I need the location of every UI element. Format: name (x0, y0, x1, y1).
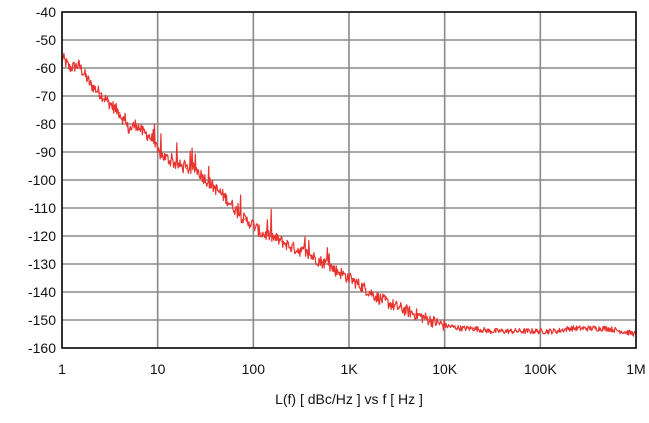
data-point (326, 263, 329, 265)
data-point (365, 288, 367, 291)
y-tick-label: -160 (28, 340, 56, 356)
data-point (194, 168, 197, 170)
x-tick-label: 10 (150, 361, 166, 377)
data-point (128, 128, 130, 131)
data-point (556, 330, 558, 333)
series-layer (61, 52, 637, 337)
data-point (348, 277, 350, 279)
data-point (135, 123, 138, 125)
x-tick-labels: 1 10 100 1K 10K 100K 1M (58, 361, 646, 377)
data-point (243, 218, 245, 220)
data-point (376, 296, 379, 299)
y-tick-label: -50 (36, 32, 56, 48)
x-tick-label: 10K (432, 361, 458, 377)
x-tick-label: 1M (626, 361, 645, 377)
data-point (281, 240, 283, 243)
data-point (173, 162, 176, 164)
data-point (290, 246, 293, 248)
x-tick-label: 100 (242, 361, 266, 377)
data-point (214, 187, 217, 190)
data-point (298, 249, 300, 251)
data-point (106, 100, 109, 103)
y-tick-label: -150 (28, 312, 56, 328)
data-point (68, 67, 71, 69)
y-tick-label: -120 (28, 228, 56, 244)
data-point (142, 131, 144, 134)
data-point (252, 224, 255, 226)
data-point (333, 268, 335, 271)
data-point (78, 64, 80, 66)
data-point (568, 327, 570, 330)
data-point (89, 84, 92, 86)
data-point (147, 134, 150, 136)
data-point (310, 254, 312, 257)
data-point (443, 324, 446, 327)
data-point (185, 168, 188, 170)
data-point (472, 327, 475, 330)
data-point (539, 330, 542, 333)
data-point (585, 327, 587, 330)
data-point (429, 319, 431, 321)
y-tick-label: -80 (36, 116, 56, 132)
y-tick-label: -60 (36, 60, 56, 76)
y-tick-label: -140 (28, 284, 56, 300)
data-point (164, 156, 167, 159)
x-tick-label: 100K (524, 361, 557, 377)
data-point (202, 176, 205, 178)
data-point (156, 151, 159, 153)
data-point (152, 140, 155, 142)
data-point (620, 330, 622, 333)
data-point (510, 330, 513, 333)
data-point (338, 271, 341, 274)
x-tick-label: 1K (340, 361, 358, 377)
y-tick-label: -90 (36, 144, 56, 160)
data-point (606, 327, 609, 330)
data-point (319, 260, 322, 263)
y-tick-label: -40 (36, 4, 56, 20)
data-point (99, 92, 101, 94)
data-point (393, 305, 396, 307)
data-point (489, 330, 492, 333)
y-tick-label: -70 (36, 88, 56, 104)
data-point (269, 235, 271, 237)
data-point (231, 204, 233, 206)
data-point (260, 232, 262, 234)
data-point (524, 330, 527, 333)
data-point (460, 327, 463, 330)
x-tick-label: 1 (58, 361, 66, 377)
data-point (415, 313, 417, 316)
y-tick-label: -130 (28, 256, 56, 272)
data-point (223, 196, 226, 198)
y-tick-label: -100 (28, 172, 56, 188)
data-point (118, 112, 121, 114)
data-point (248, 221, 250, 223)
y-tick-label: -110 (29, 200, 56, 216)
data-point (237, 212, 240, 215)
plot-frame (61, 11, 637, 349)
x-axis-label: L(f) [ dBc/Hz ] vs f [ Hz ] (275, 391, 423, 407)
grid-layer (61, 11, 637, 349)
y-tick-labels: -40 -50 -60 -70 -80 -90 -100 -110 -120 -130 -140 -1… (28, 4, 56, 356)
